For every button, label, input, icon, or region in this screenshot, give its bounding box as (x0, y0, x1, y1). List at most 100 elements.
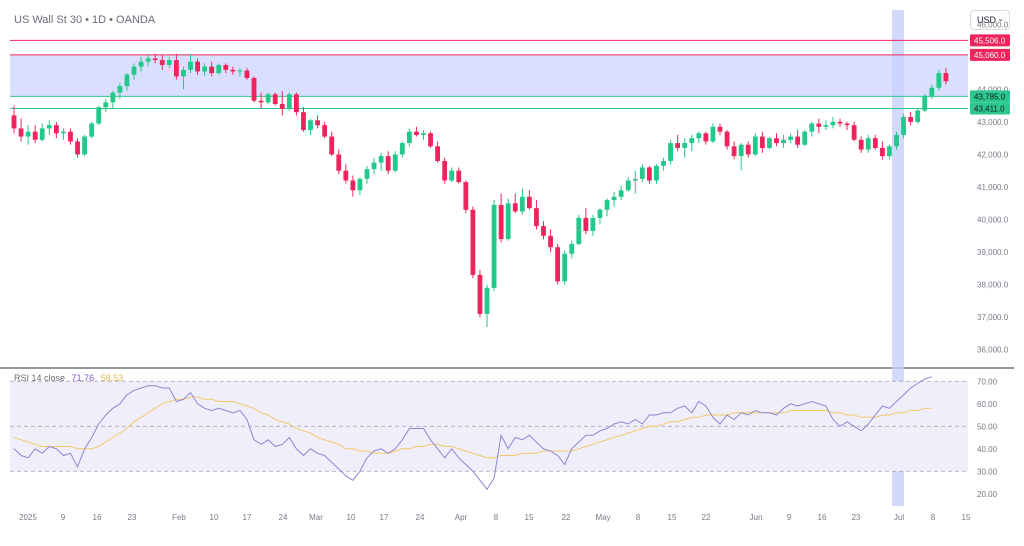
candle-body[interactable] (378, 156, 384, 163)
candle-body[interactable] (406, 131, 412, 144)
candle-body[interactable] (392, 154, 398, 171)
candle-body[interactable] (223, 64, 229, 70)
candle-body[interactable] (173, 60, 179, 77)
candle-body[interactable] (399, 143, 405, 155)
candle-body[interactable] (915, 110, 921, 122)
candle-body[interactable] (816, 123, 822, 127)
candle-body[interactable] (343, 170, 349, 181)
candle-body[interactable] (350, 180, 356, 191)
candle-body[interactable] (929, 87, 935, 96)
candle-body[interactable] (470, 209, 476, 275)
candle-body[interactable] (590, 217, 596, 231)
candle-body[interactable] (879, 147, 885, 157)
candle-body[interactable] (491, 204, 497, 288)
candle-body[interactable] (202, 66, 208, 72)
candle-body[interactable] (682, 143, 688, 148)
candle-body[interactable] (124, 74, 130, 87)
candle-body[interactable] (371, 162, 377, 170)
candle-body[interactable] (477, 274, 483, 314)
candle-body[interactable] (745, 144, 751, 155)
candle-body[interactable] (258, 100, 264, 103)
candle-body[interactable] (82, 136, 87, 155)
candle-body[interactable] (597, 209, 603, 218)
candle-body[interactable] (752, 136, 758, 155)
candle-body[interactable] (364, 169, 370, 179)
candle-body[interactable] (922, 95, 928, 111)
candle-body[interactable] (110, 92, 116, 103)
candle-body[interactable] (11, 115, 17, 129)
candle-body[interactable] (837, 121, 843, 124)
candle-body[interactable] (216, 64, 222, 74)
candle-body[interactable] (301, 112, 306, 131)
candle-body[interactable] (788, 136, 793, 140)
candle-body[interactable] (526, 196, 532, 209)
candle-body[interactable] (548, 235, 553, 248)
candle-body[interactable] (661, 160, 666, 166)
candle-body[interactable] (159, 60, 165, 65)
candle-body[interactable] (774, 138, 779, 144)
candle-body[interactable] (865, 138, 871, 150)
candle-body[interactable] (46, 125, 52, 129)
candle-body[interactable] (89, 123, 95, 137)
candle-body[interactable] (336, 154, 342, 171)
candle-body[interactable] (781, 139, 786, 144)
candle-body[interactable] (738, 144, 744, 157)
candle-body[interactable] (435, 146, 440, 161)
candle-body[interactable] (562, 253, 568, 282)
candle-body[interactable] (166, 60, 172, 65)
candle-body[interactable] (654, 165, 659, 181)
candle-body[interactable] (759, 136, 765, 148)
candle-body[interactable] (632, 178, 638, 181)
candle-body[interactable] (724, 131, 730, 147)
candle-body[interactable] (675, 143, 681, 148)
candle-body[interactable] (505, 203, 511, 240)
candle-body[interactable] (421, 133, 426, 135)
candle-body[interactable] (639, 167, 645, 179)
candle-body[interactable] (696, 133, 702, 139)
candle-body[interactable] (858, 139, 864, 150)
candle-body[interactable] (188, 61, 193, 70)
candle-body[interactable] (583, 217, 589, 231)
candle-body[interactable] (75, 141, 80, 155)
candle-body[interactable] (802, 131, 808, 145)
candle-body[interactable] (901, 117, 906, 135)
candle-body[interactable] (689, 138, 695, 144)
candle-body[interactable] (18, 128, 24, 137)
candle-body[interactable] (39, 128, 45, 140)
candle-body[interactable] (61, 131, 66, 134)
candle-body[interactable] (286, 94, 292, 109)
candle-body[interactable] (484, 287, 490, 314)
candle-body[interactable] (894, 134, 899, 147)
candle-body[interactable] (844, 123, 850, 126)
candle-body[interactable] (53, 125, 59, 134)
candle-body[interactable] (131, 66, 137, 75)
candle-body[interactable] (809, 123, 815, 132)
candle-body[interactable] (463, 182, 469, 210)
candle-body[interactable] (647, 167, 652, 181)
candle-body[interactable] (618, 190, 624, 197)
candle-body[interactable] (449, 170, 455, 181)
candle-body[interactable] (534, 208, 539, 227)
candle-body[interactable] (237, 70, 243, 72)
candle-body[interactable] (625, 180, 631, 191)
candle-body[interactable] (145, 58, 151, 62)
candle-body[interactable] (512, 203, 518, 212)
candle-body[interactable] (279, 104, 285, 109)
candle-body[interactable] (703, 133, 709, 142)
candle-body[interactable] (872, 138, 878, 148)
candle-body[interactable] (308, 120, 313, 131)
candle-body[interactable] (717, 126, 723, 132)
candle-body[interactable] (294, 94, 299, 113)
candle-body[interactable] (68, 131, 73, 142)
candle-body[interactable] (541, 226, 546, 236)
candle-body[interactable] (887, 146, 892, 157)
candle-body[interactable] (710, 126, 716, 142)
candle-body[interactable] (152, 58, 158, 61)
candle-body[interactable] (519, 196, 525, 212)
candle-body[interactable] (908, 117, 914, 122)
candle-body[interactable] (251, 77, 257, 101)
candle-body[interactable] (795, 136, 801, 145)
candle-body[interactable] (456, 170, 462, 183)
candle-body[interactable] (414, 131, 419, 135)
